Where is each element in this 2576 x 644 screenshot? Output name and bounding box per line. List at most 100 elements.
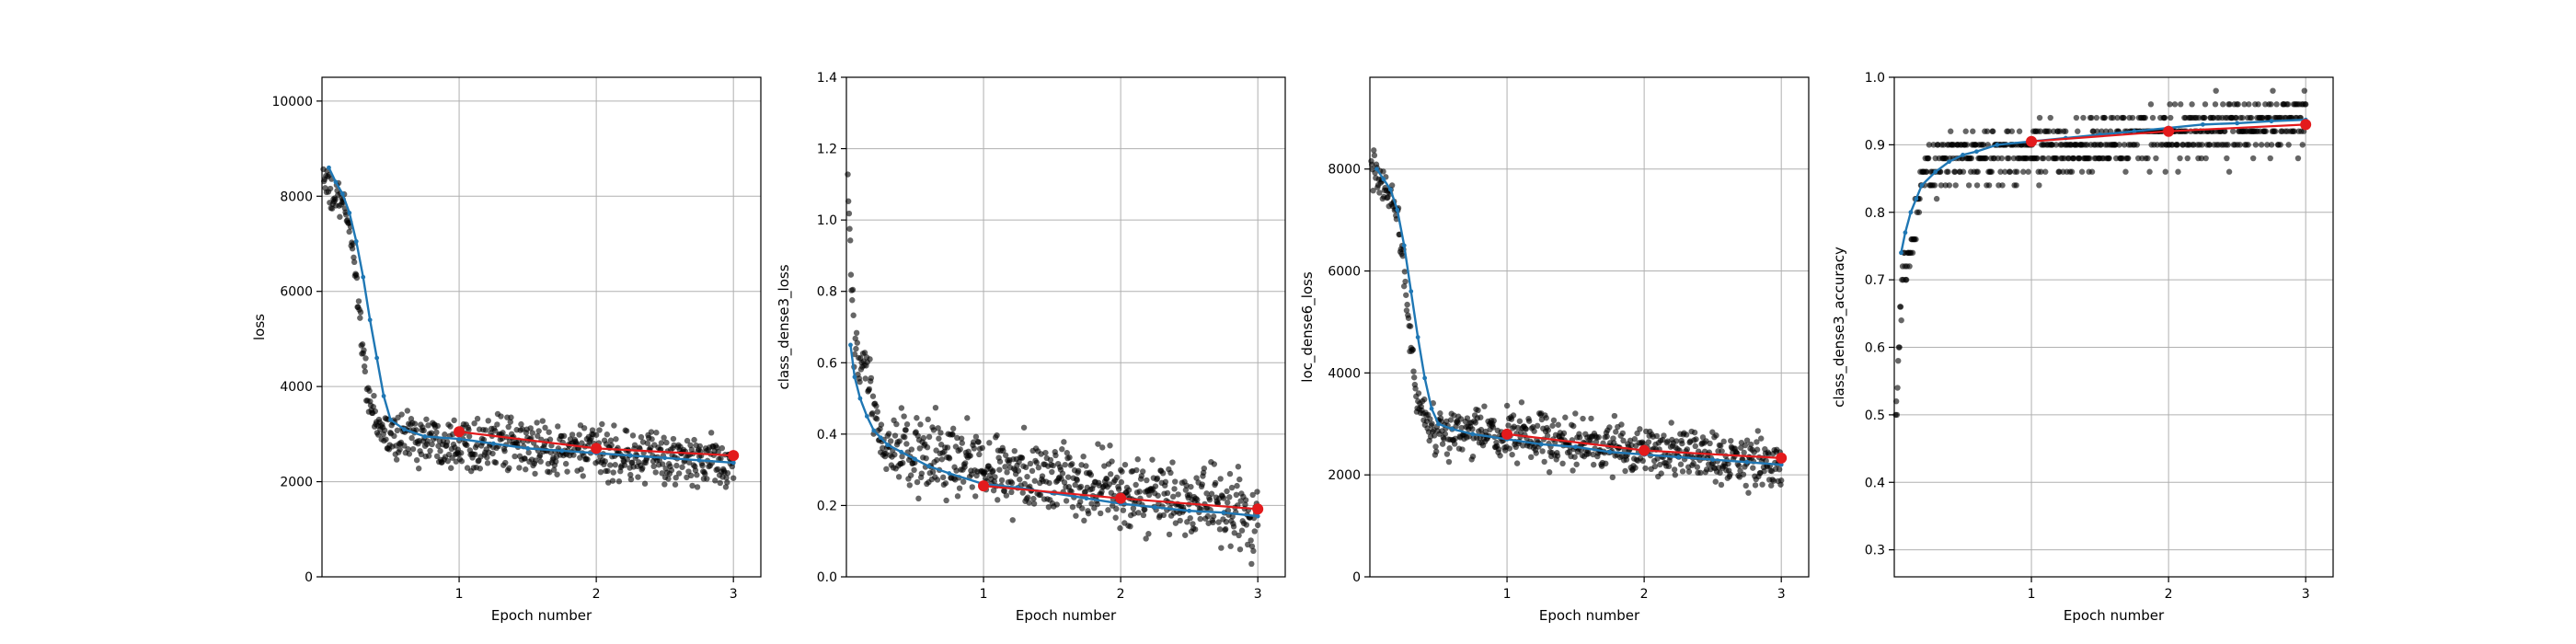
raw-point	[1064, 450, 1070, 456]
x-tick-label: 2	[592, 587, 601, 602]
raw-point	[2088, 114, 2095, 121]
raw-point	[428, 430, 435, 436]
y-axis-label: class_dense3_loss	[776, 264, 793, 389]
raw-point	[2264, 142, 2271, 148]
raw-point	[907, 472, 914, 478]
raw-point	[471, 420, 477, 427]
raw-point	[1752, 482, 1759, 489]
raw-point	[868, 374, 875, 382]
raw-point	[1528, 454, 1535, 461]
raw-point	[967, 453, 973, 459]
raw-point	[1050, 462, 1056, 469]
raw-point	[1062, 461, 1068, 468]
x-tick-label: 3	[2302, 587, 2310, 602]
raw-point	[2102, 128, 2110, 134]
raw-point	[2212, 101, 2219, 108]
raw-point	[1898, 316, 1904, 324]
raw-point	[942, 480, 949, 487]
raw-point	[2178, 101, 2184, 108]
raw-point	[1037, 491, 1044, 499]
raw-point	[1186, 491, 1193, 498]
raw-point	[1707, 440, 1713, 447]
raw-point	[1254, 489, 1260, 495]
raw-point	[2237, 142, 2243, 148]
raw-point	[1109, 458, 1115, 465]
raw-point	[615, 478, 623, 485]
raw-point	[381, 427, 388, 433]
raw-point	[1077, 483, 1085, 490]
raw-point	[1251, 528, 1258, 535]
smoothed-point	[559, 448, 565, 454]
epoch-mean-point	[728, 450, 740, 462]
raw-point	[2073, 114, 2080, 121]
raw-point	[1136, 489, 1143, 495]
raw-point	[1634, 430, 1640, 437]
raw-point	[427, 447, 433, 454]
raw-point	[1429, 420, 1435, 427]
smoothed-point	[885, 443, 891, 447]
smoothed-point	[361, 274, 366, 280]
raw-point	[1131, 511, 1137, 517]
raw-point	[1217, 476, 1224, 482]
raw-point	[2042, 168, 2049, 175]
raw-point	[1658, 470, 1664, 477]
raw-point	[1226, 470, 1234, 477]
raw-point	[1585, 450, 1592, 457]
raw-point	[393, 456, 400, 463]
raw-point	[1403, 292, 1409, 298]
raw-point	[1371, 147, 1377, 154]
smoothed-point	[353, 239, 359, 244]
raw-point	[2093, 114, 2100, 121]
raw-point	[1069, 503, 1076, 511]
raw-point	[953, 467, 960, 474]
raw-point	[1718, 481, 1725, 489]
y-tick-label: 10000	[271, 95, 313, 109]
raw-point	[1946, 182, 1953, 189]
raw-point	[1113, 505, 1120, 512]
raw-point	[1087, 472, 1095, 478]
raw-point	[996, 458, 1004, 465]
raw-point	[845, 171, 851, 178]
raw-point	[458, 450, 465, 456]
raw-point	[2202, 114, 2208, 121]
raw-point	[1741, 449, 1747, 456]
raw-point	[535, 428, 542, 434]
y-tick-label: 8000	[280, 190, 313, 204]
raw-point	[1142, 506, 1148, 513]
raw-point	[2075, 128, 2081, 134]
raw-point	[398, 411, 405, 418]
raw-point	[869, 393, 877, 399]
epoch-mean-point	[2163, 125, 2175, 137]
raw-point	[1002, 464, 1008, 470]
raw-point	[1896, 344, 1903, 351]
y-axis-label: class_dense3_accuracy	[1831, 247, 1848, 408]
raw-point	[1212, 479, 1219, 487]
raw-point	[912, 459, 918, 466]
raw-point	[1011, 447, 1018, 454]
raw-point	[1106, 481, 1113, 488]
smoothed-point	[1933, 169, 1938, 175]
raw-point	[1401, 282, 1408, 290]
raw-point	[1469, 453, 1477, 460]
chart-panel-2: 1 2 3 0.0 0.2 0.4 0.6 0.8 1.0 1.2 1.4 Epoch number c…	[776, 71, 1286, 624]
smoothed-point	[1995, 142, 2000, 147]
raw-point	[1025, 494, 1031, 500]
raw-point	[355, 298, 362, 305]
raw-point	[857, 378, 863, 385]
raw-points	[320, 166, 737, 490]
raw-point	[2199, 142, 2205, 148]
raw-point	[425, 453, 432, 459]
y-tick-label: 1.0	[817, 213, 837, 228]
smoothed-point	[1914, 196, 1919, 201]
raw-point	[1238, 527, 1246, 534]
raw-point	[1188, 483, 1194, 490]
raw-point	[415, 466, 422, 472]
raw-point	[650, 463, 657, 470]
y-tick-label: 2000	[280, 476, 313, 490]
raw-point	[1895, 357, 1902, 364]
x-tick-label: 1	[980, 587, 988, 602]
raw-point	[1623, 456, 1630, 463]
smoothed-point	[490, 441, 496, 446]
raw-point	[2175, 168, 2181, 175]
raw-point	[1017, 476, 1023, 483]
